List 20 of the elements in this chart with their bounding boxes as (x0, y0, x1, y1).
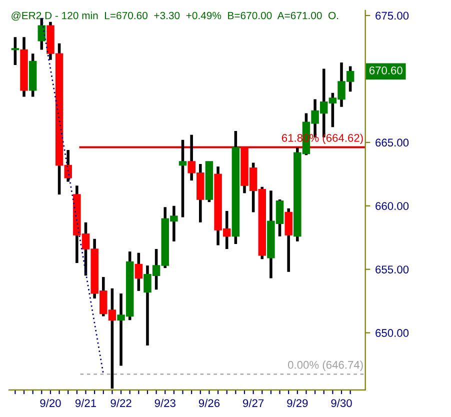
y-tick-label: 655.00 (376, 266, 409, 274)
x-tick-label: 9/21 (75, 398, 96, 408)
candlestick (284, 207, 292, 274)
ref-line-label: 0.00% (646.74) (288, 360, 363, 371)
candlestick (178, 138, 187, 219)
x-tick-label: 9/29 (287, 398, 308, 408)
x-tick-label: 9/26 (198, 398, 220, 408)
x-tick-label: 9/23 (154, 398, 176, 408)
x-tick-label: 9/30 (331, 398, 352, 408)
candlestick (11, 36, 20, 66)
annotation: 670.60 (369, 66, 402, 74)
chart-title: @ER2.D - 120 min L=670.60 +3.30 +0.49% B=670.00 A=671.00 O. (12, 12, 338, 21)
x-tick-label: 9/27 (243, 398, 264, 408)
y-tick-label: 650.00 (376, 329, 409, 337)
candlestick (134, 251, 143, 292)
y-tick-label: 675.00 (376, 12, 409, 20)
y-tick-label: 660.00 (376, 202, 409, 210)
x-tick-label: 9/22 (110, 398, 132, 408)
y-tick-label: 665.00 (376, 138, 409, 147)
x-tick-label: 9/20 (40, 398, 61, 408)
